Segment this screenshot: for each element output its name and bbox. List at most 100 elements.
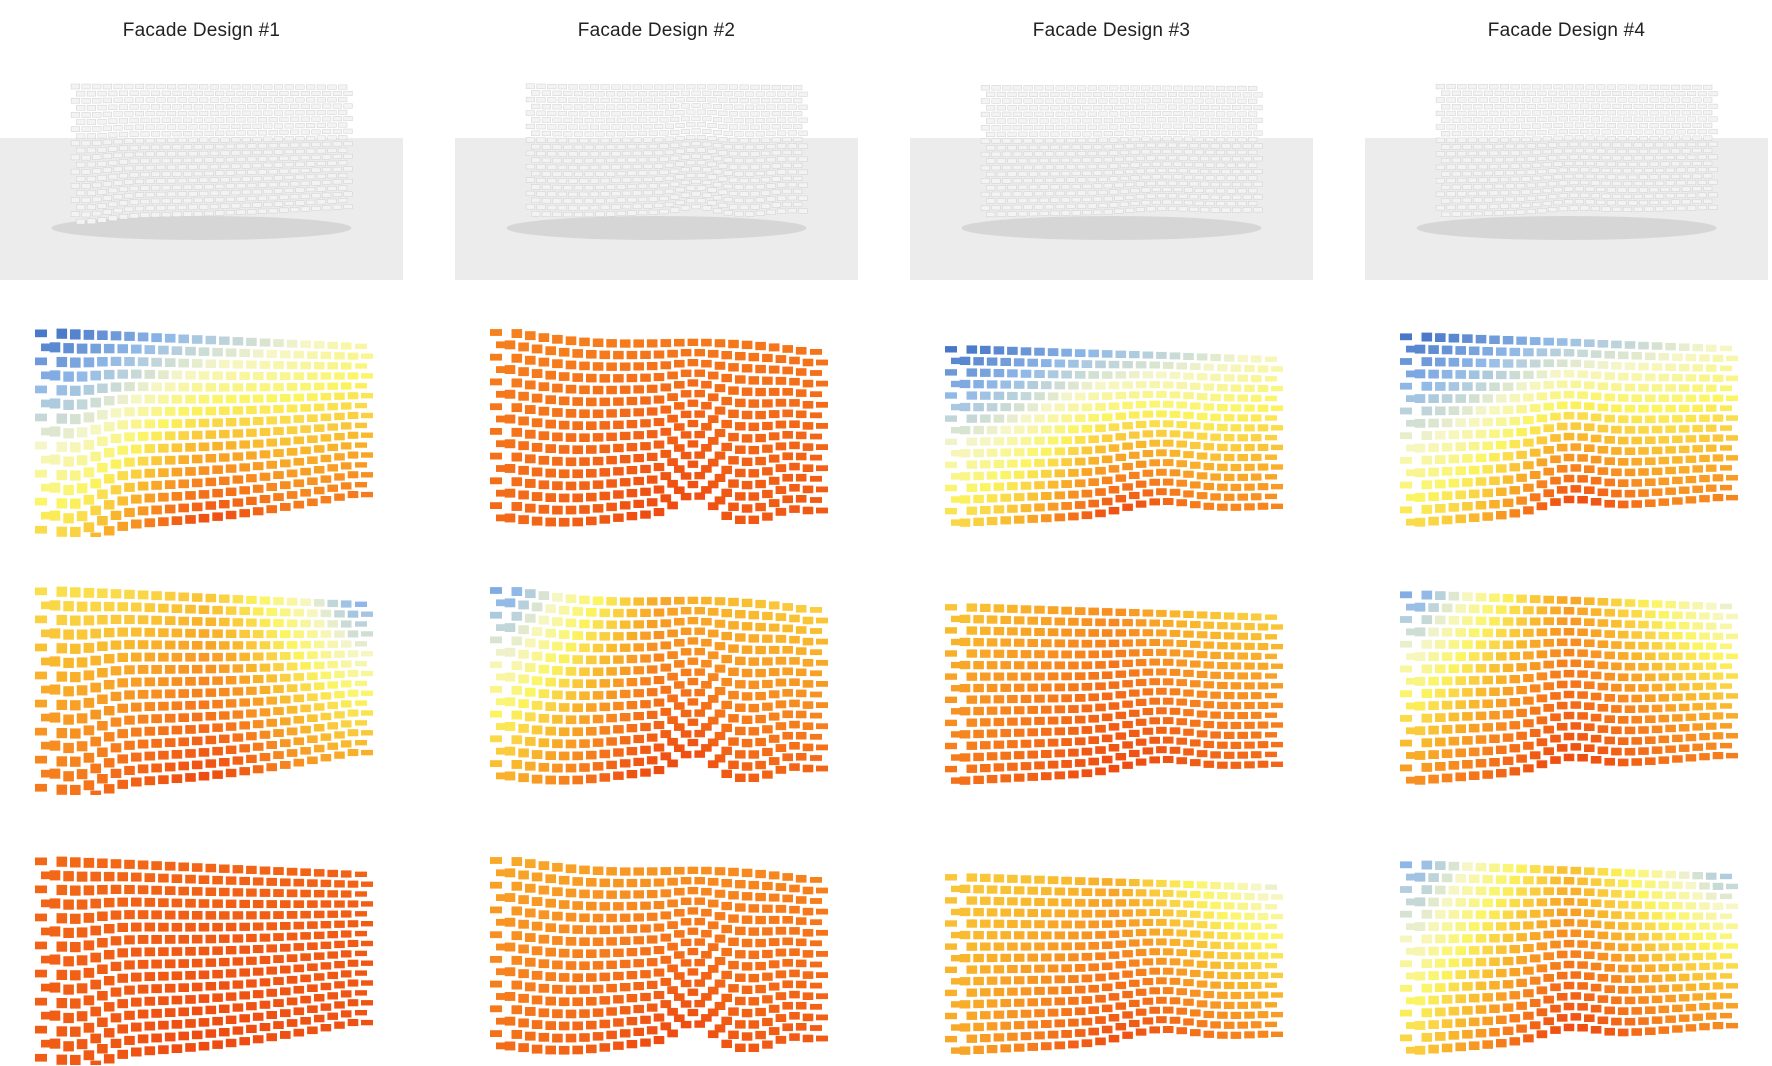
render-brick [766, 117, 776, 123]
render-brick [1066, 111, 1076, 117]
render-brick [1167, 91, 1178, 97]
brick-end [355, 990, 367, 996]
brick [205, 641, 217, 650]
brick [741, 410, 753, 420]
brick [680, 709, 692, 718]
brick [90, 898, 101, 909]
render-brick [986, 118, 996, 124]
brick [239, 629, 250, 638]
brick [694, 938, 705, 946]
brick [70, 385, 81, 396]
render-brick [531, 211, 541, 217]
brick [327, 869, 338, 878]
render-brick [536, 191, 546, 197]
brick [1230, 503, 1242, 511]
brick [266, 877, 277, 886]
render-brick [257, 182, 268, 188]
render-brick [1109, 85, 1119, 91]
render-brick [1183, 123, 1194, 129]
brick [1162, 381, 1174, 389]
brick [320, 1024, 332, 1032]
render-brick [750, 124, 760, 130]
render-brick [707, 148, 717, 154]
brick [340, 910, 352, 918]
render-brick [1622, 129, 1633, 135]
render-brick [188, 84, 198, 90]
render-brick [1462, 171, 1472, 177]
brick [1047, 370, 1059, 379]
brick [239, 968, 250, 977]
render-brick [1082, 118, 1092, 124]
brick [90, 397, 101, 408]
brick [511, 980, 523, 990]
render-brick [739, 111, 749, 117]
render-brick [1505, 130, 1515, 136]
brick [504, 1041, 516, 1051]
render-brick [284, 110, 294, 116]
brick [171, 971, 183, 981]
brick [741, 1032, 753, 1041]
brick [83, 642, 95, 653]
brick [707, 458, 719, 467]
render-brick [1548, 207, 1558, 213]
render-brick [1580, 116, 1590, 122]
brick [239, 371, 250, 380]
brick [599, 1043, 611, 1052]
brick [667, 759, 678, 768]
brick [741, 457, 753, 466]
brick [1156, 629, 1167, 637]
render-brick [1489, 177, 1499, 183]
render-brick [986, 185, 996, 191]
brick [83, 697, 95, 708]
brick [1061, 606, 1072, 615]
render-brick [595, 117, 605, 124]
render-brick [273, 110, 284, 116]
brick [307, 414, 318, 422]
render-brick [167, 124, 177, 130]
brick [347, 491, 359, 499]
brick [212, 993, 223, 1002]
brick [782, 894, 793, 903]
brick [728, 960, 739, 970]
render-brick [595, 158, 605, 164]
render-brick [284, 97, 294, 103]
brick [721, 746, 732, 755]
brick [103, 976, 115, 986]
render-brick [1189, 206, 1199, 212]
brick [56, 586, 68, 597]
brick [674, 617, 685, 626]
brick [1217, 642, 1228, 650]
brick [70, 998, 81, 1009]
brick [252, 720, 264, 729]
render-brick [1532, 202, 1542, 208]
render-brick [1617, 161, 1627, 167]
render-brick [1135, 194, 1145, 200]
brick [701, 638, 712, 647]
render-brick [199, 137, 209, 143]
render-brick [1548, 194, 1558, 200]
render-brick [343, 116, 353, 122]
brick [626, 924, 638, 934]
render-brick [1093, 170, 1103, 176]
brick [286, 597, 298, 606]
brick [334, 412, 345, 421]
brick [707, 480, 719, 489]
render-brick [1601, 116, 1611, 122]
render-brick [1039, 158, 1049, 164]
brick [212, 723, 223, 732]
render-brick [664, 162, 674, 168]
render-brick [1200, 194, 1210, 200]
brick [103, 732, 115, 742]
render-brick [739, 84, 749, 90]
render-brick [1018, 158, 1028, 164]
brick [1000, 471, 1011, 480]
render-brick [579, 164, 589, 171]
render-brick [332, 141, 342, 147]
brick [782, 409, 793, 418]
brick [1203, 502, 1215, 510]
brick [70, 672, 81, 683]
brick [795, 875, 807, 883]
brick-end [1265, 376, 1277, 382]
brick [1101, 371, 1113, 379]
render-brick [1242, 194, 1252, 200]
